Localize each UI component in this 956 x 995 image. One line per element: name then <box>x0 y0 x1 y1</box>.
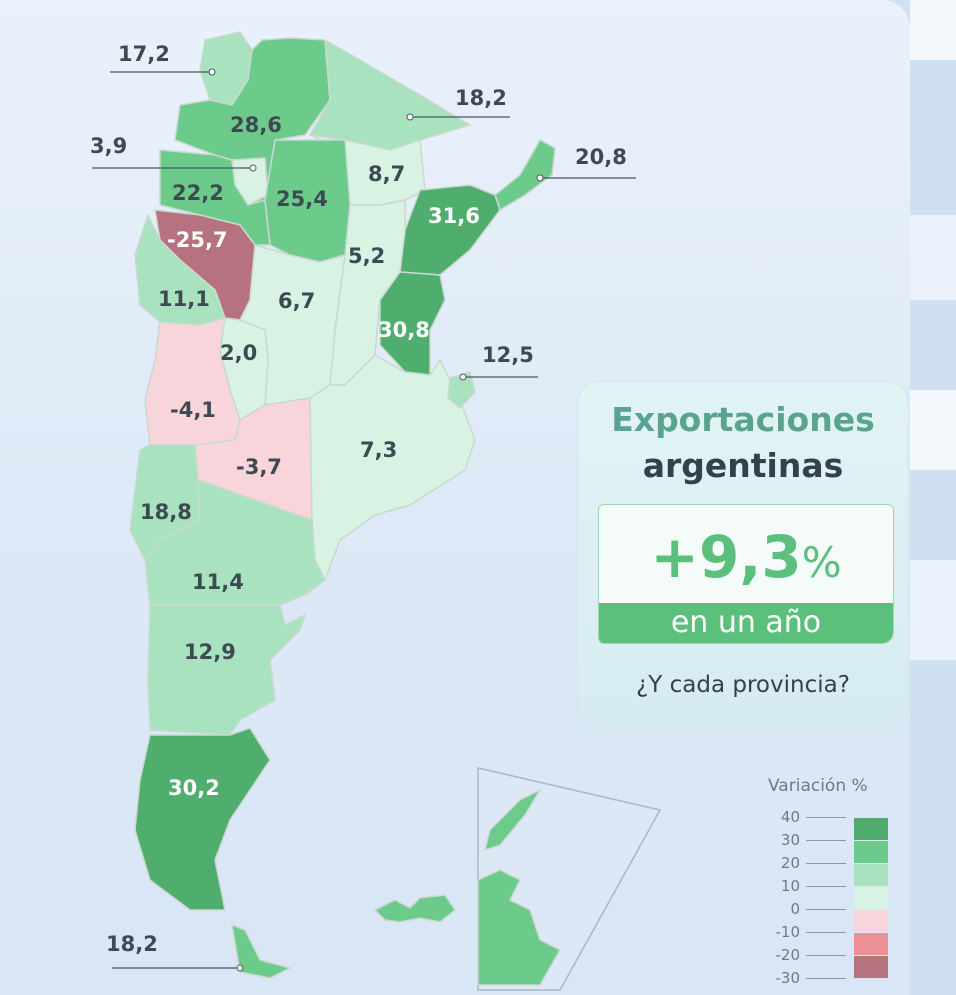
legend: Variación % 40 30 20 10 0 -10 -20 -30 <box>760 772 900 992</box>
value-caba: 12,5 <box>482 343 534 367</box>
value-santa-fe: 5,2 <box>348 244 386 268</box>
legend-tick: 40 <box>780 808 800 826</box>
value-santiago-del-estero: 25,4 <box>276 187 328 211</box>
value-san-luis: 2,0 <box>220 341 258 365</box>
value-jujuy: 17,2 <box>118 42 170 66</box>
background-square <box>910 390 956 470</box>
legend-tick: 10 <box>780 877 800 895</box>
legend-tick-line <box>806 817 846 818</box>
province-misiones[interactable] <box>494 138 556 212</box>
legend-swatch <box>854 956 888 978</box>
province-tierra-del-fuego[interactable] <box>231 923 293 979</box>
background-square <box>910 215 956 300</box>
value-catamarca: 22,2 <box>172 181 224 205</box>
total-value: +9,3 <box>650 523 802 591</box>
legend-swatch <box>854 887 888 909</box>
value-corrientes: 31,6 <box>428 204 480 228</box>
total-unit: % <box>801 538 842 587</box>
value-chaco: 8,7 <box>368 162 406 186</box>
legend-tick: -30 <box>775 969 801 987</box>
value-formosa: 18,2 <box>455 86 507 110</box>
antarctic-peninsula <box>483 788 542 852</box>
legend-swatch <box>854 933 888 955</box>
value-mendoza: -4,1 <box>170 398 216 422</box>
legend-tick: 30 <box>780 831 800 849</box>
legend-tick-line <box>806 932 846 933</box>
total-variation-value: +9,3% <box>599 523 893 591</box>
province-formosa[interactable] <box>308 38 472 151</box>
legend-swatch <box>854 910 888 932</box>
legend-swatch <box>854 864 888 886</box>
legend-tick: 0 <box>790 900 800 918</box>
legend-swatch <box>854 841 888 863</box>
legend-tick-line <box>806 840 846 841</box>
summary-panel: Exportaciones argentinas +9,3% en un año… <box>578 382 908 730</box>
malvinas-islands <box>373 894 457 923</box>
value-santa-cruz: 30,2 <box>168 776 220 800</box>
value-entre-rios: 30,8 <box>378 318 430 342</box>
province-caba[interactable] <box>447 371 476 410</box>
value-buenos-aires: 7,3 <box>360 438 398 462</box>
value-la-rioja: -25,7 <box>167 228 228 252</box>
value-tucuman: 3,9 <box>90 134 128 158</box>
province-corrientes[interactable] <box>399 184 501 276</box>
value-la-pampa: -3,7 <box>236 455 282 479</box>
antarctica-territory <box>477 869 562 986</box>
value-chubut: 12,9 <box>184 640 236 664</box>
background-square <box>910 560 956 660</box>
background-square <box>910 0 956 60</box>
value-tierra-del-fuego: 18,2 <box>106 932 158 956</box>
headline-subtitle: argentinas <box>642 446 844 485</box>
headline-title: Exportaciones <box>611 400 875 439</box>
province-santa-cruz[interactable] <box>134 727 271 911</box>
total-variation-box: +9,3% en un año <box>598 504 894 644</box>
legend-title: Variación % <box>768 776 868 796</box>
legend-tick: 20 <box>780 854 800 872</box>
legend-tick-line <box>806 909 846 910</box>
legend-tick-line <box>806 886 846 887</box>
legend-tick-line <box>806 955 846 956</box>
province-rio-negro[interactable] <box>144 478 326 606</box>
legend-swatch <box>854 818 888 840</box>
legend-tick-line <box>806 863 846 864</box>
legend-tick: -10 <box>775 923 801 941</box>
value-rio-negro: 11,4 <box>192 570 244 594</box>
province-chubut[interactable] <box>147 604 307 736</box>
question-text: ¿Y cada provincia? <box>636 672 850 698</box>
period-label: en un año <box>599 603 893 643</box>
value-cordoba: 6,7 <box>278 289 316 313</box>
legend-tick-line <box>806 978 846 979</box>
value-san-juan: 11,1 <box>158 287 210 311</box>
legend-tick: -20 <box>775 946 801 964</box>
value-salta: 28,6 <box>230 113 282 137</box>
value-misiones: 20,8 <box>575 145 627 169</box>
value-neuquen: 18,8 <box>140 500 192 524</box>
